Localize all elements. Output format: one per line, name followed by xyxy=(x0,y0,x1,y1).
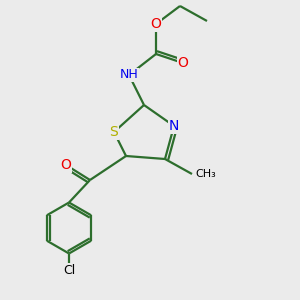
Text: CH₃: CH₃ xyxy=(195,169,216,179)
Text: Cl: Cl xyxy=(63,263,75,277)
Text: N: N xyxy=(169,119,179,133)
Text: O: O xyxy=(151,17,161,31)
Text: O: O xyxy=(61,158,71,172)
Text: O: O xyxy=(178,56,188,70)
Text: S: S xyxy=(110,125,118,139)
Text: NH: NH xyxy=(120,68,138,82)
